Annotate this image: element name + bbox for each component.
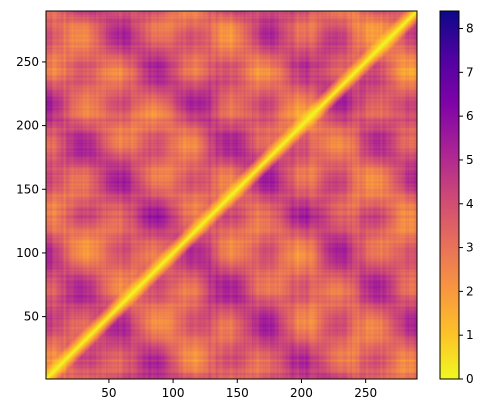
colorbar-tick-label: 7 (466, 65, 474, 79)
y-axis: 50 100 150 200 250 (16, 55, 46, 324)
x-tick-label: 200 (290, 386, 313, 400)
colorbar-ticks: 0 1 2 3 4 5 6 7 8 (459, 22, 474, 386)
colorbar-tick-label: 2 (466, 284, 474, 298)
colorbar-gradient (439, 10, 460, 380)
x-axis: 50 100 150 200 250 (101, 379, 377, 400)
colorbar-tick-label: 4 (466, 197, 474, 211)
colorbar-tick-label: 8 (466, 22, 474, 36)
colorbar: 0 1 2 3 4 5 6 7 8 (439, 10, 474, 386)
y-tick-label: 250 (16, 55, 39, 69)
heatmap-image (46, 11, 417, 379)
colorbar-tick-label: 6 (466, 109, 474, 123)
plot-frame (45, 10, 418, 380)
x-tick-label: 50 (101, 386, 116, 400)
colorbar-tick-label: 5 (466, 153, 474, 167)
y-tick-label: 200 (16, 119, 39, 133)
heatmap-plot: 50 100 150 200 250 50 100 150 200 250 (16, 10, 418, 400)
x-tick-label: 150 (226, 386, 249, 400)
y-tick-label: 100 (16, 246, 39, 260)
x-tick-label: 100 (162, 386, 185, 400)
colorbar-tick-label: 1 (466, 328, 474, 342)
x-tick-label: 250 (354, 386, 377, 400)
colorbar-tick-label: 3 (466, 241, 474, 255)
colorbar-tick-label: 0 (466, 372, 474, 386)
y-tick-label: 150 (16, 182, 39, 196)
y-tick-label: 50 (24, 310, 39, 324)
